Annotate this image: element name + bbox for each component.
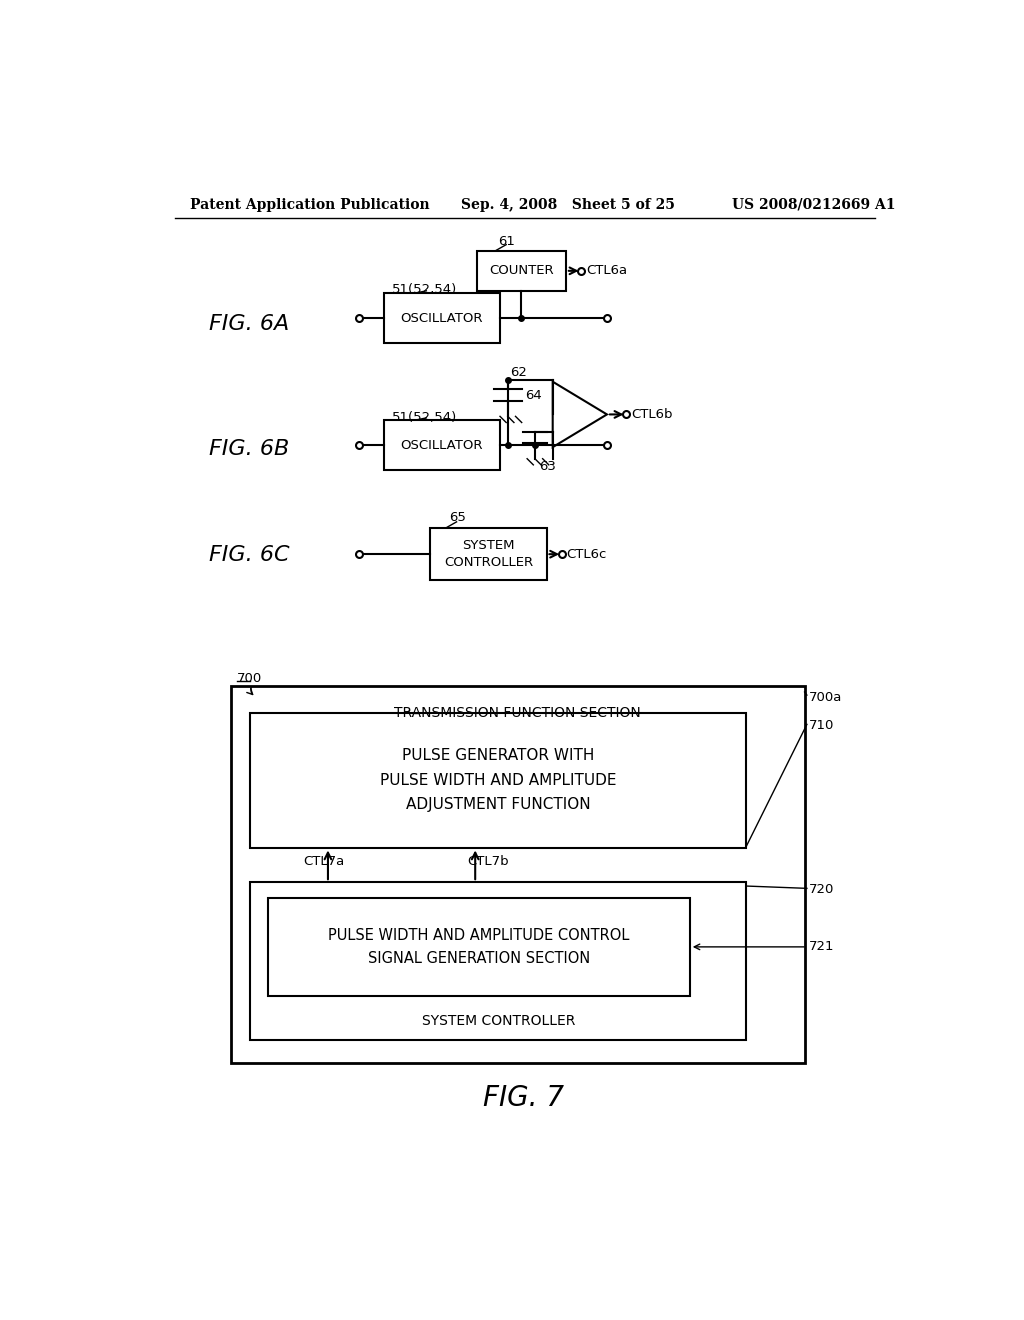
Text: 700: 700	[237, 672, 262, 685]
Text: FIG. 7: FIG. 7	[482, 1084, 564, 1111]
Text: 720: 720	[809, 883, 834, 896]
Text: 721: 721	[809, 940, 834, 953]
Bar	[251, 713, 746, 847]
Text: FIG. 6B: FIG. 6B	[209, 440, 290, 459]
Text: 51(52,54): 51(52,54)	[391, 411, 457, 424]
Text: 61: 61	[499, 235, 515, 248]
Bar	[251, 882, 746, 1040]
Text: SYSTEM CONTROLLER: SYSTEM CONTROLLER	[422, 1014, 575, 1028]
Text: CTL6a: CTL6a	[586, 264, 627, 277]
Text: PULSE WIDTH AND AMPLITUDE CONTROL
SIGNAL GENERATION SECTION: PULSE WIDTH AND AMPLITUDE CONTROL SIGNAL…	[328, 928, 630, 966]
Text: COUNTER: COUNTER	[489, 264, 554, 277]
Text: FIG. 6A: FIG. 6A	[209, 314, 290, 334]
Text: 51(52,54): 51(52,54)	[391, 282, 457, 296]
Text: Sep. 4, 2008   Sheet 5 of 25: Sep. 4, 2008 Sheet 5 of 25	[461, 198, 675, 211]
Text: CTL7a: CTL7a	[303, 855, 344, 869]
Bar	[477, 251, 566, 290]
Text: 62: 62	[510, 366, 527, 379]
Text: PULSE GENERATOR WITH
PULSE WIDTH AND AMPLITUDE
ADJUSTMENT FUNCTION: PULSE GENERATOR WITH PULSE WIDTH AND AMP…	[380, 748, 616, 812]
Text: SYSTEM
CONTROLLER: SYSTEM CONTROLLER	[443, 539, 532, 569]
Bar	[231, 686, 805, 1063]
Text: 700a: 700a	[809, 690, 842, 704]
Text: OSCILLATOR: OSCILLATOR	[400, 438, 483, 451]
Text: CTL6c: CTL6c	[566, 548, 607, 561]
Bar	[384, 293, 500, 343]
Text: Patent Application Publication: Patent Application Publication	[190, 198, 430, 211]
Text: OSCILLATOR: OSCILLATOR	[400, 312, 483, 325]
Text: TRANSMISSION FUNCTION SECTION: TRANSMISSION FUNCTION SECTION	[394, 706, 641, 719]
Text: US 2008/0212669 A1: US 2008/0212669 A1	[732, 198, 896, 211]
Text: 710: 710	[809, 719, 834, 733]
Bar	[384, 420, 500, 470]
Text: CTL6b: CTL6b	[631, 408, 673, 421]
Text: CTL7b: CTL7b	[467, 855, 509, 869]
Bar	[267, 898, 690, 997]
Text: 64: 64	[524, 389, 542, 403]
Text: 65: 65	[450, 511, 467, 524]
Bar	[430, 528, 547, 581]
Text: FIG. 6C: FIG. 6C	[209, 545, 290, 565]
Text: 63: 63	[539, 459, 556, 473]
